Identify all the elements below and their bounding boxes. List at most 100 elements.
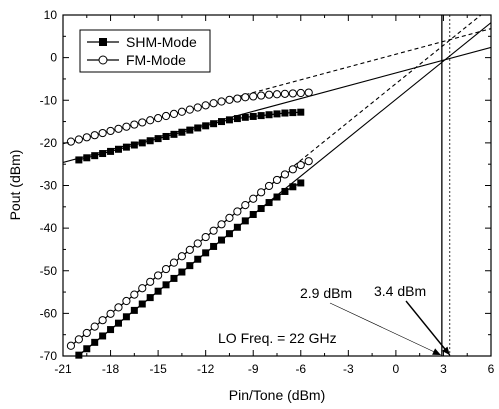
fm-mode-im3-point <box>82 328 91 338</box>
shm-mode-im3-point <box>91 338 99 346</box>
x-tick-label: 3 <box>440 362 447 376</box>
fm-mode-fundamental-point <box>209 99 218 108</box>
fm-mode-im3-point <box>169 258 179 267</box>
x-tick-label: 6 <box>488 362 495 376</box>
fm-mode-im3-point <box>122 296 131 306</box>
fm-mode-fundamental-point <box>177 107 186 116</box>
shm-mode-fundamental-point <box>273 110 281 118</box>
fm-mode-fundamental-point <box>98 128 107 138</box>
fm-mode-im3-point <box>201 232 210 242</box>
shm-mode-im3-point <box>218 236 226 244</box>
shm-mode-fundamental-point <box>225 116 233 124</box>
fm-mode-im3-point <box>74 335 83 344</box>
shm-mode-fundamental-point <box>154 135 162 143</box>
shm-mode-fundamental-point <box>99 150 107 158</box>
annotation-3-4-dbm: 3.4 dBm <box>374 283 426 299</box>
shm-mode-im3-point <box>154 287 162 295</box>
shm-mode-im3-point <box>273 193 281 201</box>
annotation-lo-freq: LO Freq. = 22 GHz <box>218 330 337 346</box>
fm-mode-fundamental-point <box>106 126 115 136</box>
fm-mode-im3-point <box>233 207 242 216</box>
shm-mode-im3-point <box>114 319 122 327</box>
shm-mode-im3-point <box>225 230 233 238</box>
legend-marker-shm <box>99 38 107 46</box>
arrow-2-9-dbm-head <box>432 348 441 355</box>
shm-mode-im3-point <box>178 268 186 276</box>
shm-mode-im3-point <box>138 300 146 308</box>
fm-mode-fundamental-point <box>146 116 155 125</box>
fm-mode-im3-point <box>90 322 99 331</box>
markers-layer <box>66 88 313 359</box>
fm-mode-fundamental-point <box>241 93 250 102</box>
fm-mode-im3-point <box>98 316 107 325</box>
fm-mode-fundamental-point <box>272 90 282 99</box>
x-tick-label: -21 <box>54 362 72 376</box>
shm-mode-im3-point <box>233 223 241 231</box>
shm-mode-fundamental-point <box>162 132 170 140</box>
shm-mode-fundamental-point <box>170 130 178 138</box>
fm-mode-im3-point <box>209 226 218 235</box>
shm-mode-im3-point <box>265 199 273 207</box>
fm-mode-im3-point <box>138 284 147 293</box>
x-tick-label: -12 <box>197 362 215 376</box>
fm-mode-im3-point <box>146 277 155 286</box>
shm-mode-im3-point <box>202 249 210 257</box>
shm-mode-im3-point <box>281 187 289 195</box>
shm-mode-fundamental-point <box>122 143 130 151</box>
shm-mode-fundamental-point <box>257 112 265 120</box>
axis-ticks: -21 -18 -15 -12 -9 -6 -3 0 3 6-70-60-50-40-30-20-… <box>40 8 495 376</box>
shm-mode-im3-point <box>194 255 202 263</box>
fm-mode-im3-point <box>257 188 266 197</box>
fm-mode-fundamental-point <box>138 118 147 127</box>
fm-mode-fundamental-point <box>130 120 139 129</box>
fm-mode-fundamental-point <box>74 135 83 144</box>
fm-mode-im3-point <box>272 175 282 185</box>
legend-box <box>79 29 211 73</box>
legend-label-fm: FM-Mode <box>126 52 186 68</box>
shm-mode-fundamental-point <box>83 154 91 162</box>
fm-mode-im3-point <box>185 245 194 254</box>
shm-mode-fundamental-point <box>91 152 99 160</box>
shm-mode-fundamental-point <box>138 139 146 147</box>
arrow-2-9-dbm-shaft <box>329 302 441 356</box>
shm-mode-fundamental-point <box>241 113 249 121</box>
shm-mode-fundamental-point <box>218 118 226 126</box>
x-tick-label: 0 <box>393 362 400 376</box>
y-tick-label: -60 <box>40 306 58 320</box>
fm-mode-fundamental-point <box>296 88 305 98</box>
fm-mode-fundamental-point <box>66 137 76 146</box>
fm-mode-fundamental-point <box>161 111 171 121</box>
shm-mode-fundamental-point <box>202 122 210 130</box>
x-tick-label: -15 <box>149 362 167 376</box>
legend: SHM-Mode FM-Mode <box>79 29 211 73</box>
y-tick-label: 0 <box>50 51 57 65</box>
fm-mode-im3-point <box>177 252 186 261</box>
legend-label-shm: SHM-Mode <box>126 34 197 50</box>
arrow-3-4-dbm-shaft <box>405 300 451 356</box>
shm-mode-im3-point <box>83 345 91 353</box>
shm-mode-im3-point <box>170 274 178 282</box>
y-tick-label: -70 <box>40 349 58 363</box>
shm-mode-im3-point <box>146 294 154 302</box>
shm-mode-fundamental-point <box>114 145 122 153</box>
y-tick-label: -20 <box>40 136 58 150</box>
x-tick-label: -18 <box>102 362 120 376</box>
shm-mode-fundamental-point <box>297 108 305 116</box>
fm-mode-fundamental-point <box>193 103 202 112</box>
fm-mode-im3-point <box>154 271 163 280</box>
arrow-3-4-dbm-head <box>442 346 450 355</box>
fm-mode-im3-point <box>288 165 297 174</box>
shm-mode-fundamental-point <box>265 111 273 119</box>
x-tick-label: -3 <box>343 362 354 376</box>
shm-mode-im3-point <box>210 242 218 250</box>
shm-mode-im3-point <box>107 326 115 334</box>
shm-mode-fundamental-point <box>249 112 257 120</box>
annotation-2-9-dbm: 2.9 dBm <box>300 285 352 301</box>
shm-mode-im3-point <box>297 179 305 187</box>
legend-marker-fm <box>98 55 108 65</box>
fm-mode-fundamental-point <box>257 91 266 100</box>
shm-mode-im3-point <box>289 183 297 191</box>
shm-mode-im3-point <box>249 210 257 218</box>
y-tick-label: -10 <box>40 93 58 107</box>
